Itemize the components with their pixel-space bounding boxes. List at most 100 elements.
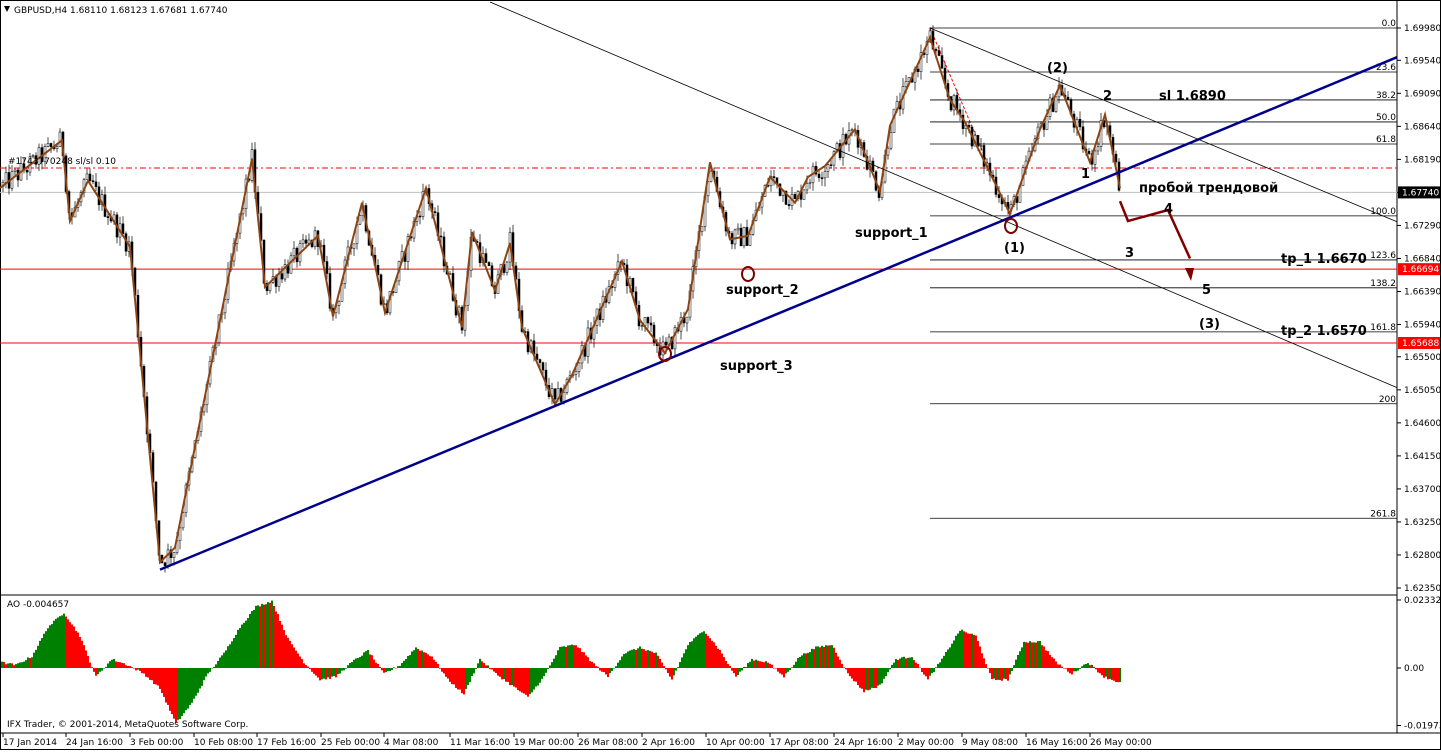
candle-body <box>562 392 566 402</box>
ao-bar <box>427 654 429 668</box>
ao-bar <box>115 661 117 668</box>
ao-bar <box>603 668 605 673</box>
candle-body <box>280 273 284 280</box>
ao-bar <box>245 620 247 668</box>
ao-bar <box>51 624 53 668</box>
ao-bar <box>729 665 731 668</box>
ao-bar <box>557 650 559 668</box>
ao-tick-label: 0.02332 <box>1404 596 1441 606</box>
ao-bar <box>565 646 567 668</box>
label-wave-1: 1 <box>1081 167 1090 182</box>
candle-body <box>421 191 425 217</box>
ao-bar <box>319 668 321 681</box>
ao-bar <box>455 668 457 688</box>
ao-bar <box>387 668 389 672</box>
forecast-arrow-icon <box>1185 268 1194 281</box>
ao-bar <box>939 662 941 668</box>
ao-bar <box>421 650 423 668</box>
ao-bar <box>497 668 499 676</box>
ao-bar <box>811 648 813 668</box>
ao-bar <box>491 668 493 670</box>
label-take-profit-1: tp_1 1.6670 <box>1281 252 1367 267</box>
candle-body <box>904 81 908 87</box>
ao-bar <box>365 651 367 668</box>
ao-bar <box>343 668 345 671</box>
ao-bar <box>623 653 625 668</box>
ao-bar <box>749 661 751 668</box>
zigzag-layer <box>0 34 1121 565</box>
ao-bar <box>225 650 227 668</box>
ao-bar <box>575 645 577 668</box>
ao-bar <box>383 668 385 673</box>
candle-body <box>292 247 296 257</box>
ao-bar <box>13 665 15 668</box>
ao-bar <box>847 668 849 674</box>
ao-bar <box>865 668 867 690</box>
ao-bar <box>117 661 119 668</box>
ao-bar <box>849 668 851 677</box>
ao-bar <box>989 668 991 674</box>
ao-bar <box>465 668 467 689</box>
ao-bar <box>403 660 405 668</box>
ao-bar <box>711 640 713 668</box>
ao-bar <box>265 604 267 668</box>
ao-bar <box>453 668 455 685</box>
ao-bar <box>287 637 289 668</box>
ao-bar <box>181 668 183 716</box>
ao-bar <box>509 668 511 686</box>
ao-bar <box>959 630 961 668</box>
ao-bar <box>311 668 313 672</box>
candle-body <box>673 327 677 350</box>
ao-axis: 0.02332 0.00 -0.01973 <box>1397 596 1441 732</box>
candle-body <box>439 235 443 238</box>
ao-bar <box>103 668 105 669</box>
candle-body <box>322 244 326 262</box>
ao-bar <box>949 647 951 668</box>
collapse-triangle-icon[interactable] <box>4 6 10 12</box>
ao-bar <box>797 658 799 668</box>
ao-bar <box>1027 642 1029 668</box>
ao-bar <box>267 602 269 668</box>
ao-bar <box>325 668 327 680</box>
time-tick-label: 17 Feb 16:00 <box>257 738 316 748</box>
candle-body <box>769 176 773 187</box>
candle-body <box>826 164 830 172</box>
fib-label-100.0: 100.0 <box>1370 207 1396 217</box>
candles-layer <box>1 25 1121 573</box>
ao-bar <box>791 667 793 668</box>
copyright-label: IFX Trader, © 2001-2014, MetaQuotes Soft… <box>7 720 248 730</box>
ao-bar <box>1111 668 1113 680</box>
fib-label-123.6: 123.6 <box>1370 251 1396 261</box>
ao-bar <box>105 666 107 668</box>
label-trendline-breakout: пробой трендовой <box>1139 181 1278 196</box>
ao-bar <box>321 668 323 680</box>
ao-bar <box>173 668 175 719</box>
ao-bar <box>813 649 815 668</box>
ao-bar <box>675 668 677 671</box>
ao-bar <box>715 645 717 668</box>
ao-bar <box>239 627 241 668</box>
ao-bar <box>1083 664 1085 668</box>
ao-bar <box>345 668 347 669</box>
ao-bar <box>871 668 873 688</box>
ao-bar <box>721 653 723 668</box>
ao-bar <box>961 629 963 668</box>
ao-bar <box>1075 668 1077 672</box>
ao-bar <box>577 647 579 668</box>
ao-tick-label: 0.00 <box>1404 664 1424 674</box>
ao-bar <box>187 668 189 709</box>
ao-bar <box>399 665 401 668</box>
ao-bar <box>831 645 833 668</box>
ao-bar <box>3 661 5 668</box>
price-tick-label: 1.65050 <box>1404 386 1441 396</box>
ao-bar <box>541 668 543 679</box>
candle-body <box>1087 150 1091 154</box>
ao-bar <box>363 652 365 668</box>
ao-bar <box>699 633 701 668</box>
ao-bar <box>651 651 653 668</box>
ao-bar <box>993 668 995 679</box>
time-tick-label: 25 Feb 00:00 <box>321 738 380 748</box>
ao-bar <box>203 668 205 681</box>
ao-bar <box>389 668 391 671</box>
